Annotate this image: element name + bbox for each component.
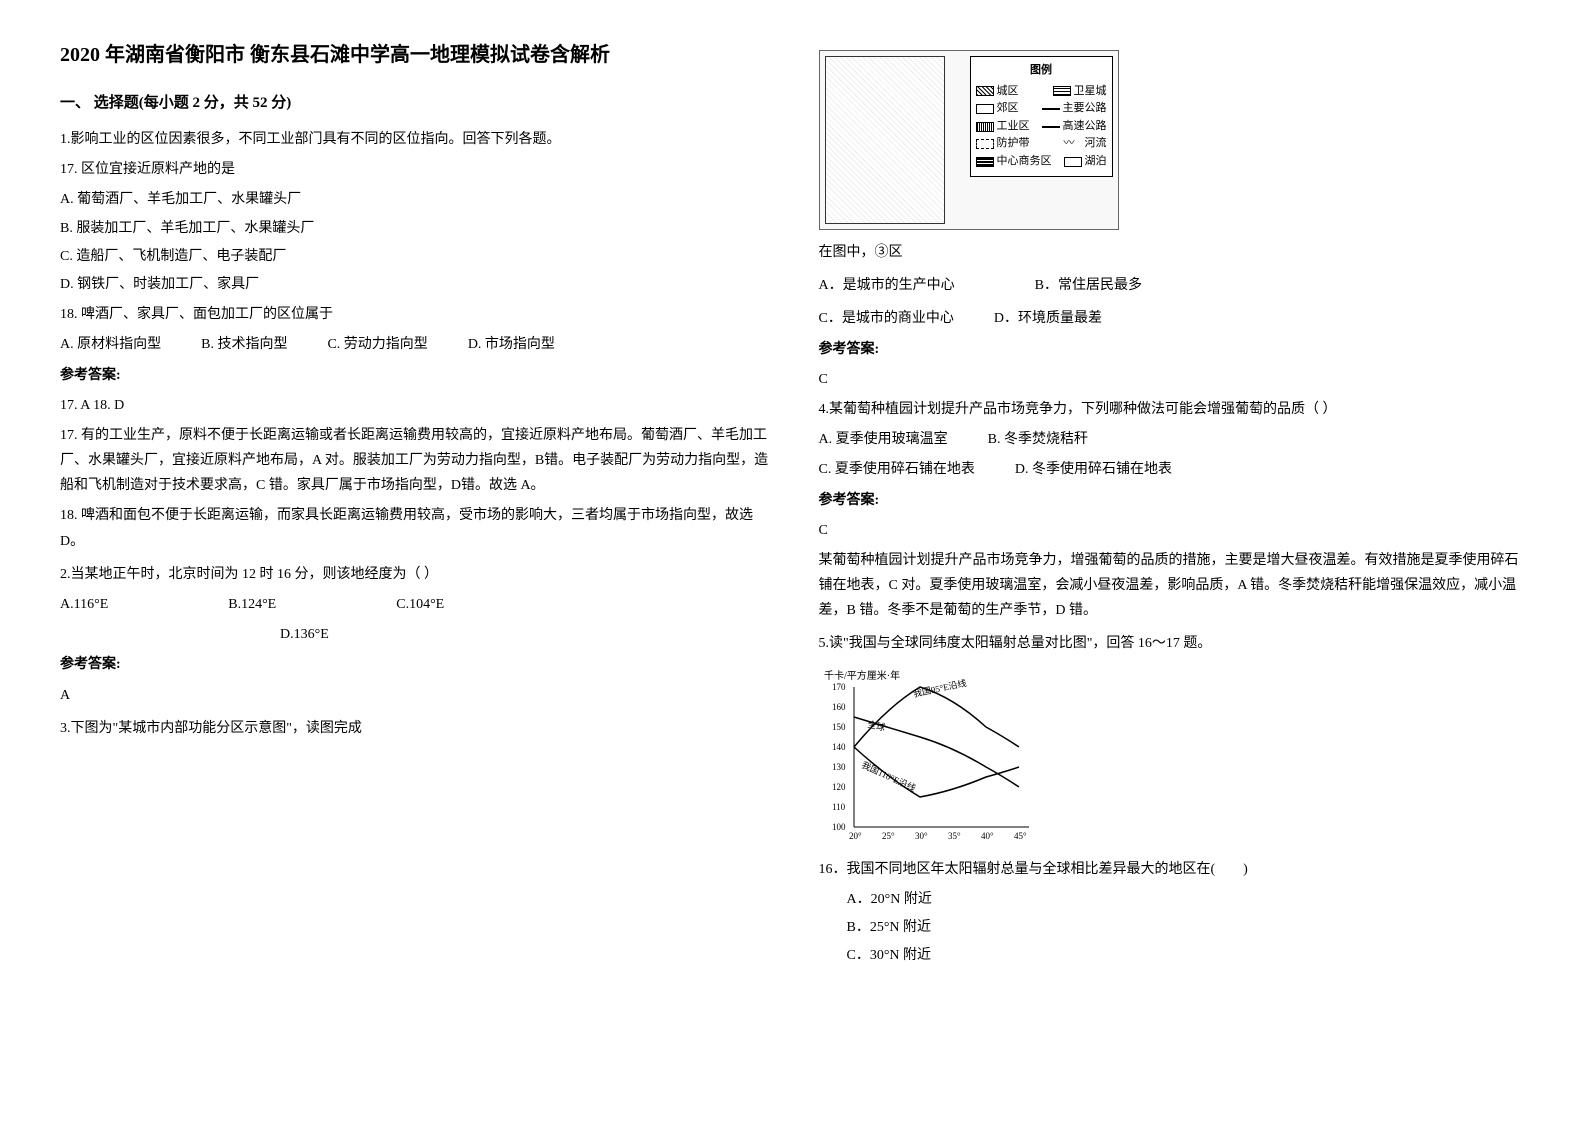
legend-item-4: 工业区	[997, 118, 1030, 136]
q4-answer-label: 参考答案:	[819, 488, 1528, 513]
section-1-header: 一、 选择题(每小题 2 分，共 52 分)	[60, 90, 769, 117]
q2-answer: A	[60, 683, 769, 708]
q1-sub18-options: A. 原材料指向型 B. 技术指向型 C. 劳动力指向型 D. 市场指向型	[60, 332, 769, 357]
q4-optC: C. 夏季使用碎石铺在地表	[819, 457, 975, 482]
q5-sub16-optA: A．20°N 附近	[847, 887, 1528, 912]
svg-text:120: 120	[832, 782, 846, 792]
q1-answer-label: 参考答案:	[60, 363, 769, 388]
q1-sub17-optD: D. 钢铁厂、时装加工厂、家具厂	[60, 272, 769, 297]
right-column: 图例 城区 卫星城 郊区 主要公路 工业区 高速公路 防护带 〰河流	[819, 40, 1528, 976]
svg-text:100: 100	[832, 822, 846, 832]
label-110E: 我国110°E沿线	[860, 758, 917, 793]
question-3-stem-block: 3.下图为"某城市内部功能分区示意图"，读图完成	[60, 716, 769, 741]
svg-text:20°: 20°	[849, 831, 862, 841]
q1-stem: 1.影响工业的区位因素很多，不同工业部门具有不同的区位指向。回答下列各题。	[60, 127, 769, 152]
q3-answer: C	[819, 367, 1528, 392]
svg-text:140: 140	[832, 742, 846, 752]
q1-exp17: 17. 有的工业生产，原料不便于长距离运输或者长距离运输费用较高的，宜接近原料产…	[60, 423, 769, 499]
question-1: 1.影响工业的区位因素很多，不同工业部门具有不同的区位指向。回答下列各题。 17…	[60, 127, 769, 554]
y-ticks: 100 110 120 130 140 150 160 170	[832, 682, 846, 832]
q1-answer-line: 17. A 18. D	[60, 393, 769, 418]
q4-stem: 4.某葡萄种植园计划提升产品市场竞争力，下列哪种做法可能会增强葡萄的品质（ ）	[819, 397, 1528, 422]
legend-item-6: 防护带	[997, 135, 1030, 153]
q4-options-row1: A. 夏季使用玻璃温室 B. 冬季焚烧秸秆	[819, 427, 1528, 452]
q4-optA: A. 夏季使用玻璃温室	[819, 427, 948, 452]
legend-item-0: 城区	[997, 83, 1019, 101]
question-5: 5.读"我国与全球同纬度太阳辐射总量对比图"，回答 16～17 题。 千卡/平方…	[819, 631, 1528, 968]
q4-explanation: 某葡萄种植园计划提升产品市场竞争力，增强葡萄的品质的措施，主要是增大昼夜温差。有…	[819, 548, 1528, 624]
q1-sub18-optD: D. 市场指向型	[468, 332, 555, 357]
q4-optB: B. 冬季焚烧秸秆	[988, 427, 1088, 452]
q5-sub16-optB: B．25°N 附近	[847, 915, 1528, 940]
q3-optA: A．是城市的生产中心	[819, 273, 955, 298]
q3-options-row2: C．是城市的商业中心 D．环境质量最差	[819, 306, 1528, 331]
svg-text:35°: 35°	[948, 831, 961, 841]
q3-optC: C．是城市的商业中心	[819, 306, 954, 331]
q5-sub16-options: A．20°N 附近 B．25°N 附近 C．30°N 附近	[847, 887, 1528, 969]
solar-radiation-chart: 千卡/平方厘米·年 100 110 120 130 140 150 160 17…	[819, 667, 1039, 847]
q2-optD: D.136°E	[280, 622, 769, 647]
q5-sub16-stem: 16．我国不同地区年太阳辐射总量与全球相比差异最大的地区在( )	[819, 857, 1528, 882]
svg-text:170: 170	[832, 682, 846, 692]
series-95E	[854, 687, 1019, 747]
legend-item-9: 湖泊	[1085, 153, 1107, 171]
q2-answer-label: 参考答案:	[60, 652, 769, 677]
svg-text:45°: 45°	[1014, 831, 1027, 841]
q5-chart: 千卡/平方厘米·年 100 110 120 130 140 150 160 17…	[819, 667, 1039, 847]
q1-sub17-optA: A. 葡萄酒厂、羊毛加工厂、水果罐头厂	[60, 187, 769, 212]
svg-text:25°: 25°	[882, 831, 895, 841]
q2-optA: A.116°E	[60, 592, 108, 617]
q3-sub-stem: 在图中，③区	[819, 240, 1528, 265]
q1-sub17-options: A. 葡萄酒厂、羊毛加工厂、水果罐头厂 B. 服装加工厂、羊毛加工厂、水果罐头厂…	[60, 187, 769, 297]
svg-text:130: 130	[832, 762, 846, 772]
page-container: 2020 年湖南省衡阳市 衡东县石滩中学高一地理模拟试卷含解析 一、 选择题(每…	[60, 40, 1527, 976]
q1-sub17-optB: B. 服装加工厂、羊毛加工厂、水果罐头厂	[60, 216, 769, 241]
svg-text:150: 150	[832, 722, 846, 732]
q4-optD: D. 冬季使用碎石铺在地表	[1015, 457, 1172, 482]
q3-optD: D．环境质量最差	[994, 306, 1102, 331]
q2-options-row2: D.136°E	[280, 622, 769, 647]
q3-city-diagram: 图例 城区 卫星城 郊区 主要公路 工业区 高速公路 防护带 〰河流	[819, 50, 1119, 230]
q3-optB: B．常住居民最多	[1035, 273, 1142, 298]
q1-sub18-optB: B. 技术指向型	[201, 332, 287, 357]
q2-optC: C.104°E	[396, 592, 444, 617]
q3-legend: 图例 城区 卫星城 郊区 主要公路 工业区 高速公路 防护带 〰河流	[970, 56, 1113, 177]
legend-item-3: 主要公路	[1063, 100, 1107, 118]
q1-exp18: 18. 啤酒和面包不便于长距离运输，而家具长距离运输费用较高，受市场的影响大，三…	[60, 503, 769, 553]
chart-ylabel: 千卡/平方厘米·年	[824, 669, 900, 682]
question-4: 4.某葡萄种植园计划提升产品市场竞争力，下列哪种做法可能会增强葡萄的品质（ ） …	[819, 397, 1528, 624]
legend-item-2: 郊区	[997, 100, 1019, 118]
svg-text:110: 110	[832, 802, 846, 812]
label-95E: 我国95°E沿线	[912, 677, 967, 699]
x-ticks: 20° 25° 30° 35° 40° 45°	[849, 831, 1027, 841]
question-2: 2.当某地正午时，北京时间为 12 时 16 分，则该地经度为（ ） A.116…	[60, 562, 769, 708]
svg-text:30°: 30°	[915, 831, 928, 841]
q1-sub18-optC: C. 劳动力指向型	[327, 332, 427, 357]
q5-sub16-optC: C．30°N 附近	[847, 943, 1528, 968]
q4-answer: C	[819, 518, 1528, 543]
q2-options-row1: A.116°E B.124°E C.104°E	[60, 592, 769, 617]
q1-sub17-stem: 17. 区位宜接近原料产地的是	[60, 157, 769, 182]
q2-optB: B.124°E	[228, 592, 276, 617]
map-area	[825, 56, 945, 224]
q3-answer-label: 参考答案:	[819, 337, 1528, 362]
q3-stem: 3.下图为"某城市内部功能分区示意图"，读图完成	[60, 716, 769, 741]
svg-text:40°: 40°	[981, 831, 994, 841]
left-column: 2020 年湖南省衡阳市 衡东县石滩中学高一地理模拟试卷含解析 一、 选择题(每…	[60, 40, 769, 976]
q4-options-row2: C. 夏季使用碎石铺在地表 D. 冬季使用碎石铺在地表	[819, 457, 1528, 482]
legend-item-8: 中心商务区	[997, 153, 1052, 171]
q1-sub17-optC: C. 造船厂、飞机制造厂、电子装配厂	[60, 244, 769, 269]
svg-text:160: 160	[832, 702, 846, 712]
legend-title: 图例	[976, 62, 1107, 80]
exam-title: 2020 年湖南省衡阳市 衡东县石滩中学高一地理模拟试卷含解析	[60, 40, 769, 70]
q2-stem: 2.当某地正午时，北京时间为 12 时 16 分，则该地经度为（ ）	[60, 562, 769, 587]
label-global: 全球	[866, 718, 886, 733]
legend-item-5: 高速公路	[1063, 118, 1107, 136]
legend-item-1: 卫星城	[1074, 83, 1107, 101]
q5-stem: 5.读"我国与全球同纬度太阳辐射总量对比图"，回答 16～17 题。	[819, 631, 1528, 656]
q1-sub18-optA: A. 原材料指向型	[60, 332, 161, 357]
legend-item-7: 河流	[1085, 135, 1107, 153]
q1-sub18-stem: 18. 啤酒厂、家具厂、面包加工厂的区位属于	[60, 302, 769, 327]
q3-options-row1: A．是城市的生产中心 B．常住居民最多	[819, 273, 1528, 298]
